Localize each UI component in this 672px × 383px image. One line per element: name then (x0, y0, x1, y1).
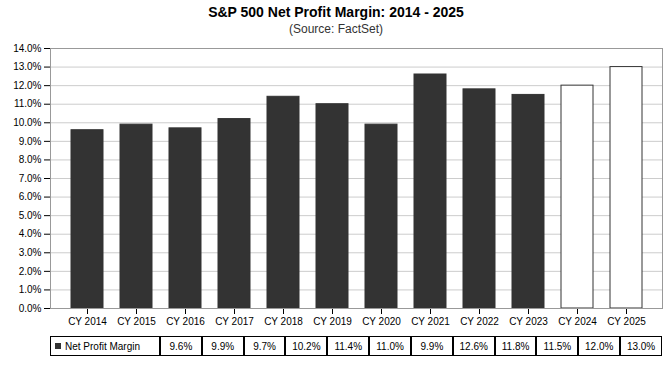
svg-text:CY 2020: CY 2020 (362, 316, 401, 327)
svg-text:0.0%: 0.0% (19, 303, 42, 314)
html-text:9.7%: 9.7% (253, 340, 276, 352)
svg-text:CY 2014: CY 2014 (68, 316, 107, 327)
html-text:11.0%: 11.0% (376, 340, 404, 352)
svg-text:2.0%: 2.0% (19, 266, 42, 277)
svg-text:8.0%: 8.0% (19, 154, 42, 165)
html-text:13.0%: 13.0% (626, 340, 656, 352)
html-text:9.9%: 9.9% (420, 340, 444, 352)
html-text:S&P 500 Net Profit Margin: 201: S&P 500 Net Profit Margin: 2014 - 2025 (208, 4, 464, 20)
svg-text:CY 2022: CY 2022 (460, 316, 499, 327)
svg-text:CY 2024: CY 2024 (558, 316, 597, 327)
svg-text:14.0%: 14.0% (13, 43, 41, 54)
svg-text:CY 2015: CY 2015 (117, 316, 156, 327)
svg-text:1.0%: 1.0% (19, 284, 42, 295)
html-text:(Source: FactSet): (Source: FactSet) (289, 22, 383, 36)
html-text:12.0%: 12.0% (585, 340, 614, 352)
svg-text:CY 2019: CY 2019 (313, 316, 352, 327)
svg-text:5.0%: 5.0% (19, 210, 42, 221)
svg-text:CY 2021: CY 2021 (411, 316, 450, 327)
svg-text:10.0%: 10.0% (13, 117, 41, 128)
html-text:11.4%: 11.4% (334, 340, 362, 352)
html-text:11.8%: 11.8% (501, 340, 530, 352)
html-text:Net Profit Margin: Net Profit Margin (65, 340, 140, 352)
html-text:9.6%: 9.6% (169, 340, 193, 352)
svg-text:12.0%: 12.0% (13, 80, 41, 91)
svg-text:6.0%: 6.0% (19, 191, 42, 202)
svg-text:CY 2025: CY 2025 (607, 316, 646, 327)
svg-text:CY 2023: CY 2023 (509, 316, 548, 327)
svg-text:3.0%: 3.0% (19, 247, 42, 258)
svg-text:11.0%: 11.0% (14, 98, 42, 109)
html-text:10.2%: 10.2% (292, 340, 321, 352)
svg-text:CY 2016: CY 2016 (166, 316, 205, 327)
svg-text:CY 2017: CY 2017 (215, 316, 254, 327)
html-text:12.6%: 12.6% (459, 340, 488, 352)
html-text:9.9%: 9.9% (211, 340, 235, 352)
svg-text:4.0%: 4.0% (19, 228, 42, 239)
svg-text:9.0%: 9.0% (19, 136, 42, 147)
svg-text:CY 2018: CY 2018 (264, 316, 303, 327)
html-text:11.5%: 11.5% (543, 340, 572, 352)
svg-text:13.0%: 13.0% (13, 61, 41, 72)
svg-text:7.0%: 7.0% (19, 173, 42, 184)
